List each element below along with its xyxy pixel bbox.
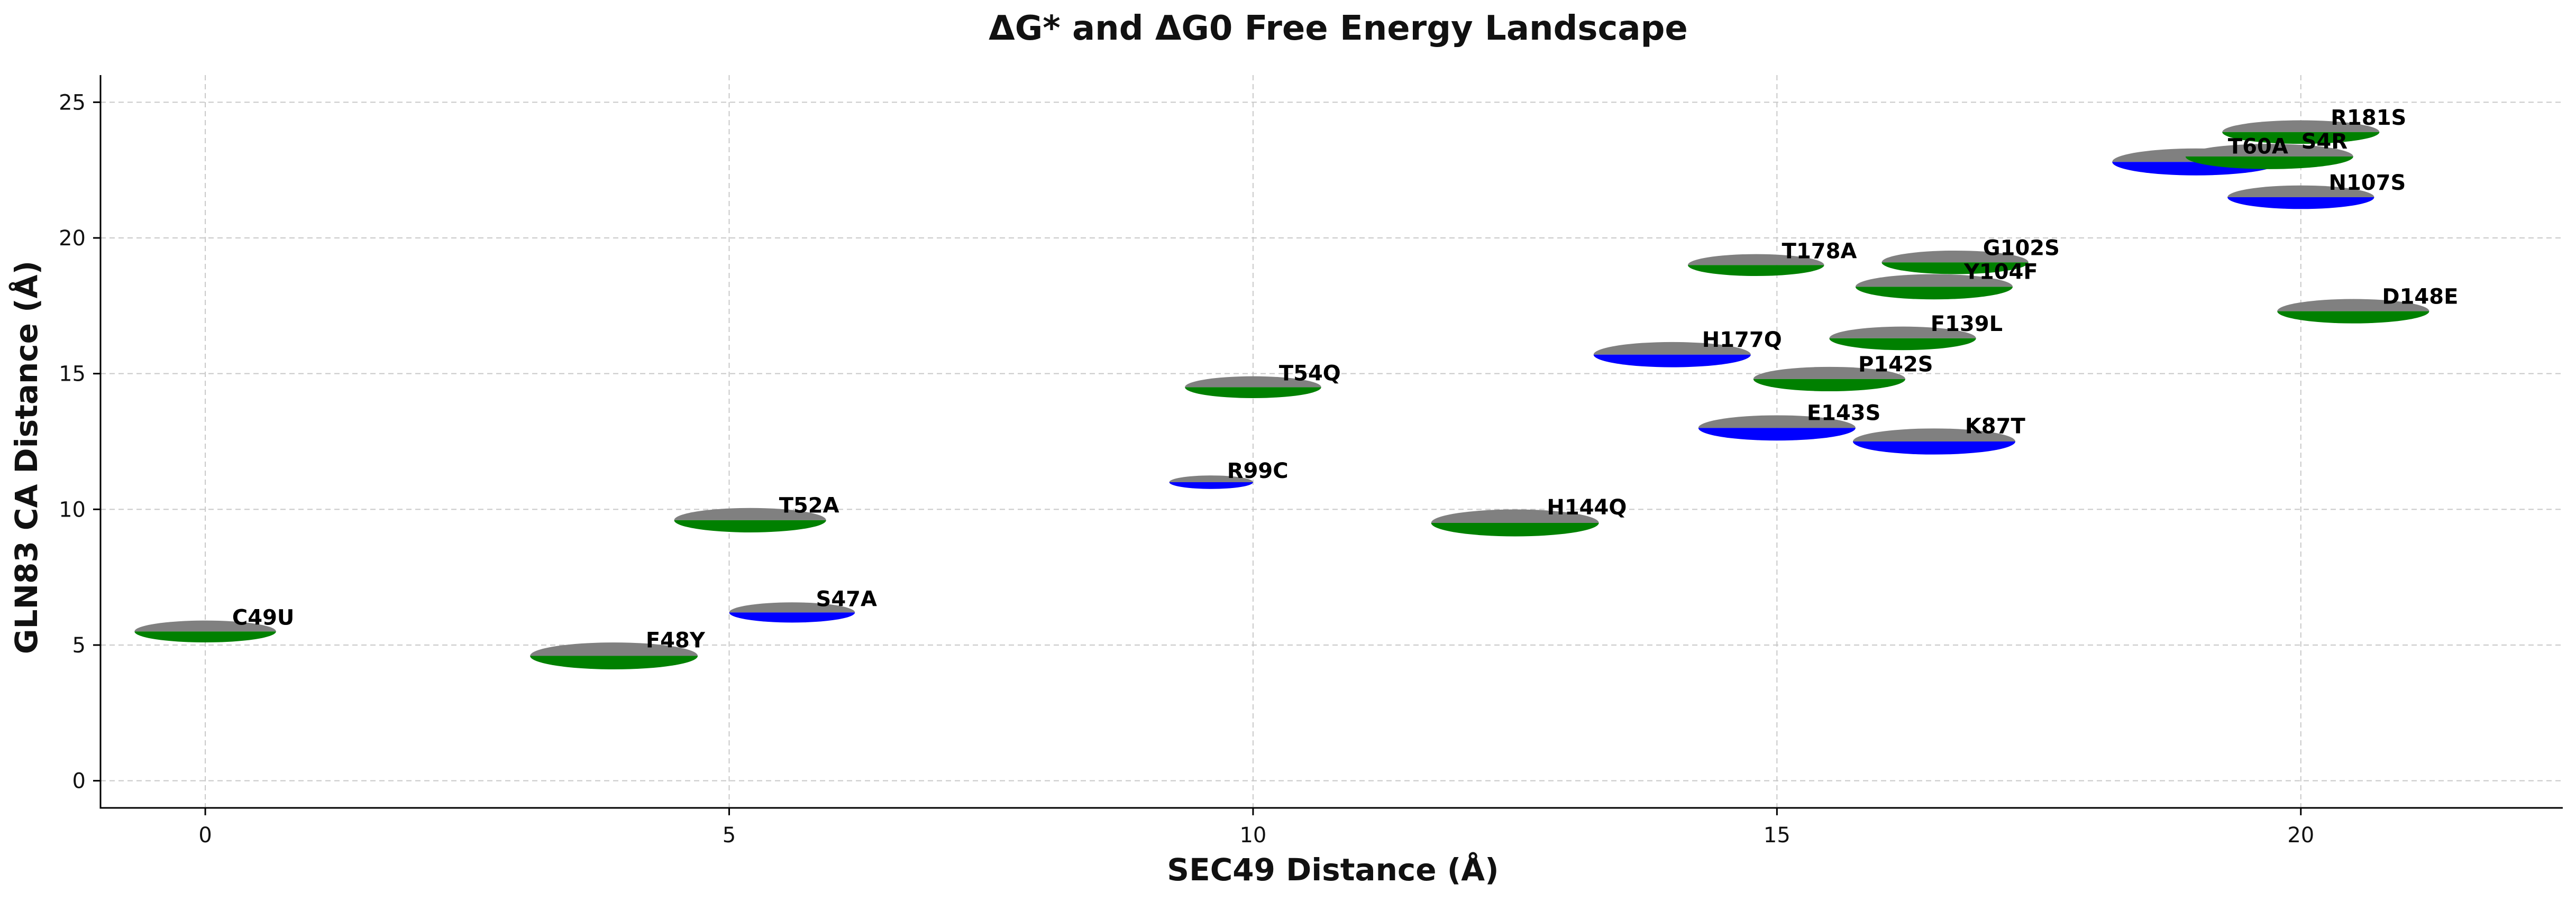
data-point <box>1829 326 1976 351</box>
point-label: R181S <box>2331 106 2406 130</box>
marker-top-half <box>729 602 855 613</box>
x-axis-label: SEC49 Distance (Å) <box>1167 851 1499 888</box>
marker-bottom-half <box>1829 338 1976 351</box>
marker-bottom-half <box>1169 482 1253 489</box>
point-label: T60A <box>2228 134 2288 159</box>
marker-bottom-half <box>1593 354 1751 367</box>
y-tick-label: 20 <box>59 226 86 251</box>
data-point <box>1431 509 1599 537</box>
point-label: T178A <box>1782 240 1857 264</box>
x-tick-label: 10 <box>1239 823 1266 848</box>
marker-top-half <box>2222 120 2380 132</box>
data-point <box>1852 428 2016 455</box>
marker-top-half <box>2185 144 2353 157</box>
marker-top-half <box>530 642 698 656</box>
data-point <box>1169 475 1253 489</box>
y-tick-label: 10 <box>59 498 86 522</box>
point-label: S4R <box>2301 130 2347 154</box>
x-tick-label: 15 <box>1764 823 1791 848</box>
marker-bottom-half <box>2277 311 2429 324</box>
point-labels: C49U F48Y T52A S47A R99C T54Q H144Q H177Q T178A E… <box>232 106 2459 653</box>
data-point <box>1698 415 1856 441</box>
marker-bottom-half <box>2185 157 2353 169</box>
marker-bottom-half <box>729 612 855 623</box>
point-label: F139L <box>1931 312 2003 336</box>
marker-top-half <box>1829 326 1976 338</box>
point-label: K87T <box>1965 415 2026 439</box>
y-axis-label: GLN83 CA Distance (Å) <box>8 261 44 654</box>
x-tick-label: 5 <box>723 823 736 848</box>
point-label: P142S <box>1858 353 1933 377</box>
tick-labels: 0 5 10 15 20 0 5 10 15 20 25 <box>59 90 2314 848</box>
data-point <box>1881 250 2029 274</box>
point-label: S47A <box>816 587 877 612</box>
marker-top-half <box>2227 185 2374 197</box>
data-point <box>530 642 698 669</box>
point-label: N107S <box>2328 171 2406 195</box>
data-point <box>2185 144 2353 169</box>
x-tick-label: 0 <box>198 823 212 848</box>
point-label: T54Q <box>1279 362 1341 386</box>
data-point <box>2222 120 2380 144</box>
point-label: F48Y <box>646 629 706 653</box>
marker-top-half <box>674 508 826 520</box>
point-label: Y104F <box>1963 260 2038 284</box>
point-label: H177Q <box>1702 328 1782 352</box>
marker-top-half <box>2277 299 2429 311</box>
marker-top-half <box>1687 254 1824 265</box>
point-label: T52A <box>779 494 839 518</box>
marker-top-half <box>1855 274 2013 287</box>
marker-bottom-half <box>1855 287 2013 300</box>
marker-bottom-half <box>1753 379 1906 392</box>
y-tick-label: 25 <box>59 90 86 115</box>
data-point <box>1593 342 1751 367</box>
data-point <box>1185 376 1321 398</box>
x-tick-label: 20 <box>2287 823 2314 848</box>
data-point <box>674 508 826 532</box>
axes <box>93 75 2563 815</box>
marker-bottom-half <box>1431 523 1599 537</box>
marker-top-half <box>1852 428 2016 441</box>
marker-bottom-half <box>134 631 276 643</box>
data-point <box>729 602 855 623</box>
marker-bottom-half <box>2222 132 2380 144</box>
data-point <box>134 620 276 643</box>
point-label: H144Q <box>1547 495 1627 520</box>
marker-top-half <box>1698 415 1856 428</box>
point-label: C49U <box>232 606 295 630</box>
marker-top-half <box>134 620 276 632</box>
marker-top-half <box>1185 376 1321 388</box>
marker-bottom-half <box>530 656 698 669</box>
data-point <box>1855 274 2013 300</box>
point-label: G102S <box>1983 236 2060 260</box>
data-markers <box>134 120 2429 669</box>
marker-top-half <box>1169 475 1253 482</box>
y-tick-label: 5 <box>72 633 86 658</box>
marker-top-half <box>1881 250 2029 263</box>
data-point <box>2227 185 2374 209</box>
marker-top-half <box>1593 342 1751 355</box>
data-point <box>1687 254 1824 277</box>
point-label: D148E <box>2382 284 2458 309</box>
data-point <box>1753 366 1906 392</box>
grid <box>101 75 2563 808</box>
axis-spines <box>99 75 2563 809</box>
marker-top-half <box>1753 366 1906 379</box>
marker-top-half <box>1431 509 1599 523</box>
y-tick-label: 0 <box>72 769 86 794</box>
point-label: R99C <box>1227 459 1289 483</box>
data-point <box>2277 299 2429 324</box>
marker-bottom-half <box>674 520 826 532</box>
marker-bottom-half <box>1881 262 2029 274</box>
marker-bottom-half <box>2227 197 2374 209</box>
marker-bottom-half <box>1852 441 2016 455</box>
marker-bottom-half <box>1185 387 1321 398</box>
marker-bottom-half <box>1687 265 1824 277</box>
point-label: E143S <box>1807 401 1881 426</box>
y-tick-label: 15 <box>59 362 86 386</box>
chart-title: ΔG* and ΔG0 Free Energy Landscape <box>989 9 1688 48</box>
marker-bottom-half <box>1698 428 1856 441</box>
